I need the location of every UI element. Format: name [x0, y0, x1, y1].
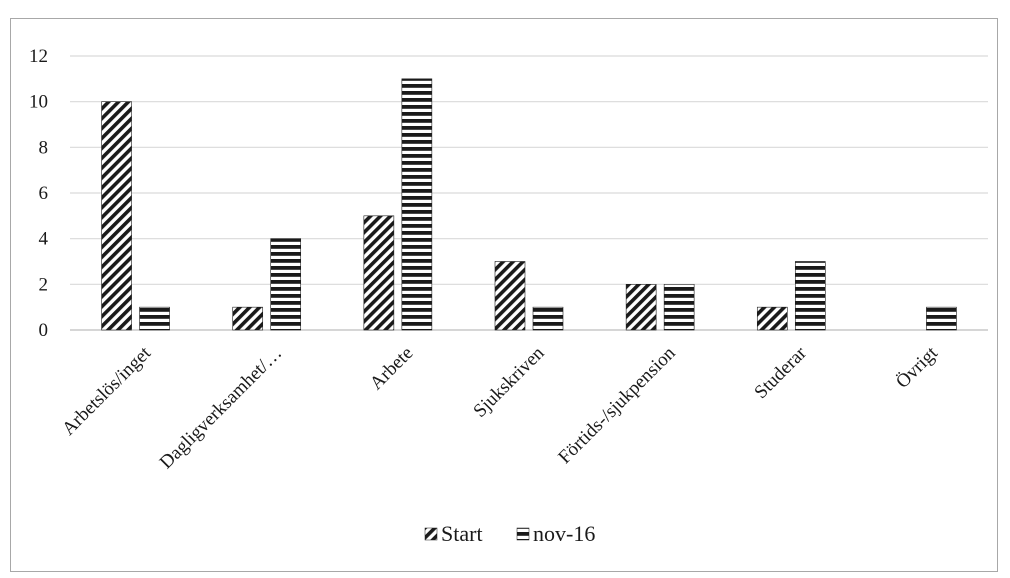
- bar-nov-16: [794, 261, 826, 331]
- gridlines: [70, 55, 988, 331]
- bar-nov-16: [926, 306, 957, 331]
- x-category-label: Övrigt: [892, 342, 942, 392]
- bar-nov-16: [270, 238, 302, 331]
- y-tick-label: 12: [29, 46, 48, 67]
- bar-nov-16: [532, 306, 564, 331]
- bar-start: [101, 101, 132, 331]
- x-axis-categories: Arbetslös/inget Dagligverksamhet/… Arbete S…: [58, 342, 942, 473]
- x-category-label: Arbete: [366, 343, 417, 394]
- x-category-label: Arbetslös/inget: [58, 342, 155, 439]
- x-category-label: Sjukskriven: [469, 342, 548, 421]
- x-category-label: Studerar: [750, 342, 811, 403]
- bar-start: [232, 306, 264, 331]
- x-category-label: Förtids-/sjukpension: [554, 342, 680, 468]
- bar-start: [625, 284, 657, 331]
- bars: [101, 78, 957, 331]
- y-tick-label: 8: [39, 137, 49, 158]
- bar-nov-16: [401, 78, 433, 331]
- legend-label-nov-16: nov-16: [533, 521, 595, 546]
- x-category-label: Dagligverksamhet/…: [156, 343, 287, 474]
- y-tick-label: 6: [39, 183, 49, 204]
- legend-swatch-nov-16: [516, 527, 530, 541]
- legend-swatch-start: [424, 527, 438, 541]
- y-tick-label: 4: [39, 229, 49, 250]
- y-tick-label: 0: [39, 320, 49, 341]
- bar-start: [363, 215, 395, 331]
- chart-frame: [10, 18, 998, 572]
- y-tick-label: 2: [39, 274, 49, 295]
- bar-start: [494, 261, 526, 331]
- legend-label-start: Start: [441, 521, 483, 546]
- y-tick-label: 10: [29, 92, 48, 113]
- bar-nov-16: [139, 306, 170, 331]
- bar-nov-16: [663, 284, 695, 331]
- y-axis-ticks: 0 2 4 6 8 10 12: [29, 46, 49, 341]
- legend: Start nov-16: [424, 521, 595, 546]
- bar-start: [756, 306, 788, 331]
